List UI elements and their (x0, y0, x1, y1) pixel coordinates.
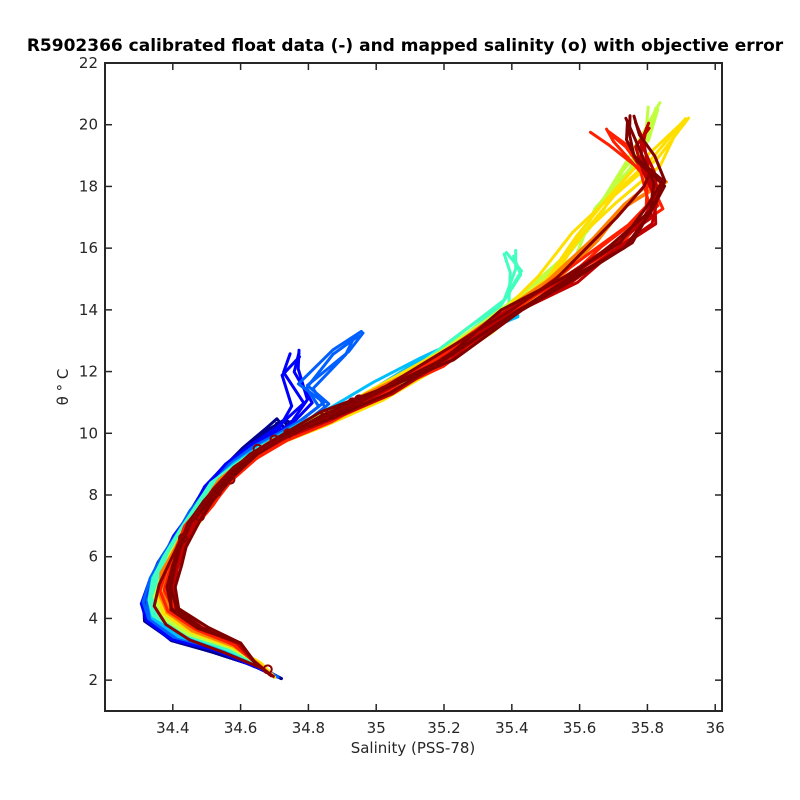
series-line (155, 249, 518, 679)
y-tick-label: 10 (79, 424, 98, 442)
y-tick-label: 18 (79, 177, 98, 195)
mapped-salinity-point (354, 394, 365, 405)
y-tick-label: 2 (88, 671, 98, 689)
mean-profile-line (152, 170, 653, 679)
y-tick-label: 16 (79, 239, 98, 257)
series-line (169, 116, 656, 677)
series-line (155, 107, 660, 679)
y-axis-label: θ ° C (54, 369, 72, 406)
series-line (171, 121, 661, 677)
series-line (158, 130, 650, 677)
series-line (173, 126, 658, 677)
chart-title: R5902366 calibrated float data (-) and m… (27, 36, 784, 56)
mapped-salinity-point (283, 428, 294, 439)
series-line (148, 252, 512, 679)
y-tick-label: 6 (88, 548, 98, 566)
y-tick-label: 14 (79, 301, 98, 319)
mapped-salinity-point (252, 443, 263, 454)
series-line (161, 124, 681, 679)
y-tick-label: 20 (79, 116, 98, 134)
x-tick-label: 34.6 (224, 719, 257, 737)
mapped-salinity-point (225, 474, 236, 485)
series-line (147, 254, 523, 679)
mapped-salinity-point (269, 434, 280, 445)
y-tick-label: 4 (88, 609, 98, 627)
mapped-salinity-markers (177, 394, 365, 675)
series-line (158, 181, 666, 677)
mapped-salinity-point (177, 533, 188, 544)
series-line (172, 121, 654, 677)
series-line (154, 101, 662, 679)
x-tick-label: 35.8 (631, 719, 664, 737)
x-tick-label: 34.4 (156, 719, 189, 737)
y-tick-label: 8 (88, 486, 98, 504)
x-tick-label: 35.2 (427, 719, 460, 737)
y-tick-label: 22 (79, 54, 98, 72)
x-axis-label: Salinity (PSS-78) (351, 739, 476, 757)
series-line (173, 114, 667, 677)
series-line (153, 106, 658, 679)
mapped-salinity-point (194, 511, 205, 522)
x-tick-label: 34.8 (292, 719, 325, 737)
axes: 34.4 34.6 34.8 35 35.2 35.4 35.6 35.8 36 2 4 6 8 10 12… (79, 54, 725, 737)
mapped-salinity-point (211, 486, 222, 497)
mapped-salinity-point (262, 664, 273, 675)
x-tick-label: 35.4 (495, 719, 528, 737)
series-line (152, 105, 650, 679)
series-layer (139, 101, 690, 681)
series-line (165, 114, 665, 677)
x-tick-label: 35 (367, 719, 386, 737)
mapped-salinity-point (320, 409, 331, 420)
x-tick-label: 35.6 (563, 719, 596, 737)
series-line (157, 117, 687, 679)
x-tick-label: 36 (706, 719, 725, 737)
series-line (167, 130, 660, 677)
axes-box (104, 62, 723, 712)
series-line (168, 119, 667, 677)
y-tick-label: 12 (79, 363, 98, 381)
series-line (168, 126, 660, 677)
series-line (150, 251, 523, 679)
series-line (161, 116, 690, 679)
series-line (162, 127, 651, 677)
series-line (156, 120, 685, 679)
